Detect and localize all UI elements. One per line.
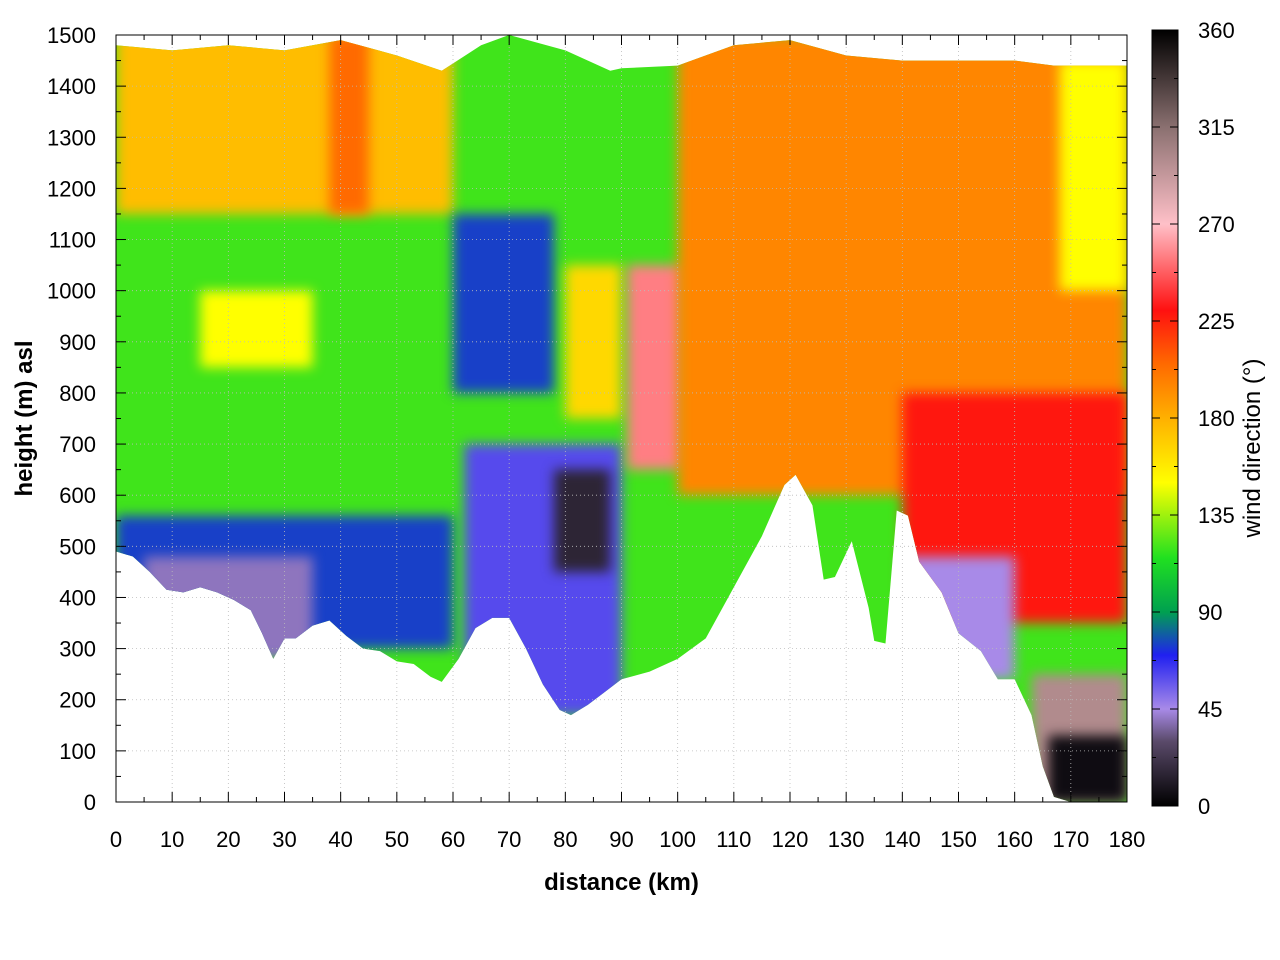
y-axis-tick-labels: 0 100 200 300 400 500 600 700 800 900 1000 1100 1200… [47,23,96,815]
heatmap-region [453,213,555,393]
y-tick-label: 100 [59,739,96,764]
y-tick-label: 500 [59,534,96,559]
y-tick-label: 1000 [47,279,96,304]
x-tick-label: 140 [884,827,921,852]
y-axis-title: height (m) asl [11,340,38,496]
colorbar-tick-label: 270 [1198,212,1235,237]
x-tick-label: 90 [609,827,633,852]
x-tick-label: 100 [659,827,696,852]
y-tick-label: 200 [59,688,96,713]
heatmap-region [329,35,369,214]
y-tick-label: 1500 [47,23,96,48]
x-tick-label: 40 [328,827,352,852]
x-tick-label: 130 [828,827,865,852]
x-tick-label: 180 [1109,827,1146,852]
plot-area [116,35,1127,802]
y-tick-label: 1200 [47,176,96,201]
x-tick-label: 80 [553,827,577,852]
colorbar-tick-label: 135 [1198,503,1235,528]
colorbar-tick-label: 45 [1198,697,1222,722]
y-tick-label: 300 [59,637,96,662]
colorbar-tick-label: 315 [1198,115,1235,140]
x-tick-label: 0 [110,827,122,852]
colorbar-tick-label: 0 [1198,794,1210,819]
y-tick-label: 1400 [47,74,96,99]
heatmap-region [1048,735,1127,802]
colorbar-tick-label: 90 [1198,600,1222,625]
y-tick-label: 1300 [47,125,96,150]
x-tick-label: 60 [441,827,465,852]
x-tick-label: 110 [716,827,751,852]
x-tick-label: 20 [216,827,240,852]
x-axis-title: distance (km) [544,869,699,896]
heatmap-region [565,265,622,419]
y-tick-label: 0 [84,790,96,815]
y-tick-label: 700 [59,432,96,457]
heatmap-region [200,290,313,368]
y-tick-label: 900 [59,330,96,355]
axis-ticks [115,34,1128,803]
y-tick-label: 400 [59,585,96,610]
colorbar-tick-labels: 0 45 90 135 180 225 270 315 360 [1198,18,1235,819]
x-tick-label: 50 [385,827,409,852]
y-tick-label: 600 [59,483,96,508]
y-tick-label: 1100 [49,228,96,253]
heatmap-region [902,556,1015,680]
heatmap-region [627,265,684,470]
x-tick-label: 120 [772,827,809,852]
colorbar-ticks [1152,29,1178,807]
heatmap-region [1059,60,1127,291]
x-tick-label: 150 [940,827,977,852]
colorbar-tick-label: 180 [1198,406,1235,431]
grid [116,35,1127,802]
y-tick-label: 800 [59,381,96,406]
x-axis-tick-labels: 0 10 20 30 40 50 60 70 80 90 100 110 120 130 140 150 160… [110,827,1145,852]
x-tick-label: 70 [497,827,521,852]
heatmap-region [554,469,611,572]
colorbar-tick-label: 360 [1198,18,1235,43]
x-tick-label: 10 [160,827,184,852]
colorbar-tick-label: 225 [1198,309,1235,334]
x-tick-label: 160 [996,827,1033,852]
x-tick-label: 170 [1052,827,1089,852]
colorbar-title: wind direction (°) [1239,359,1266,539]
x-tick-label: 30 [272,827,296,852]
heatmap-region [116,35,453,214]
